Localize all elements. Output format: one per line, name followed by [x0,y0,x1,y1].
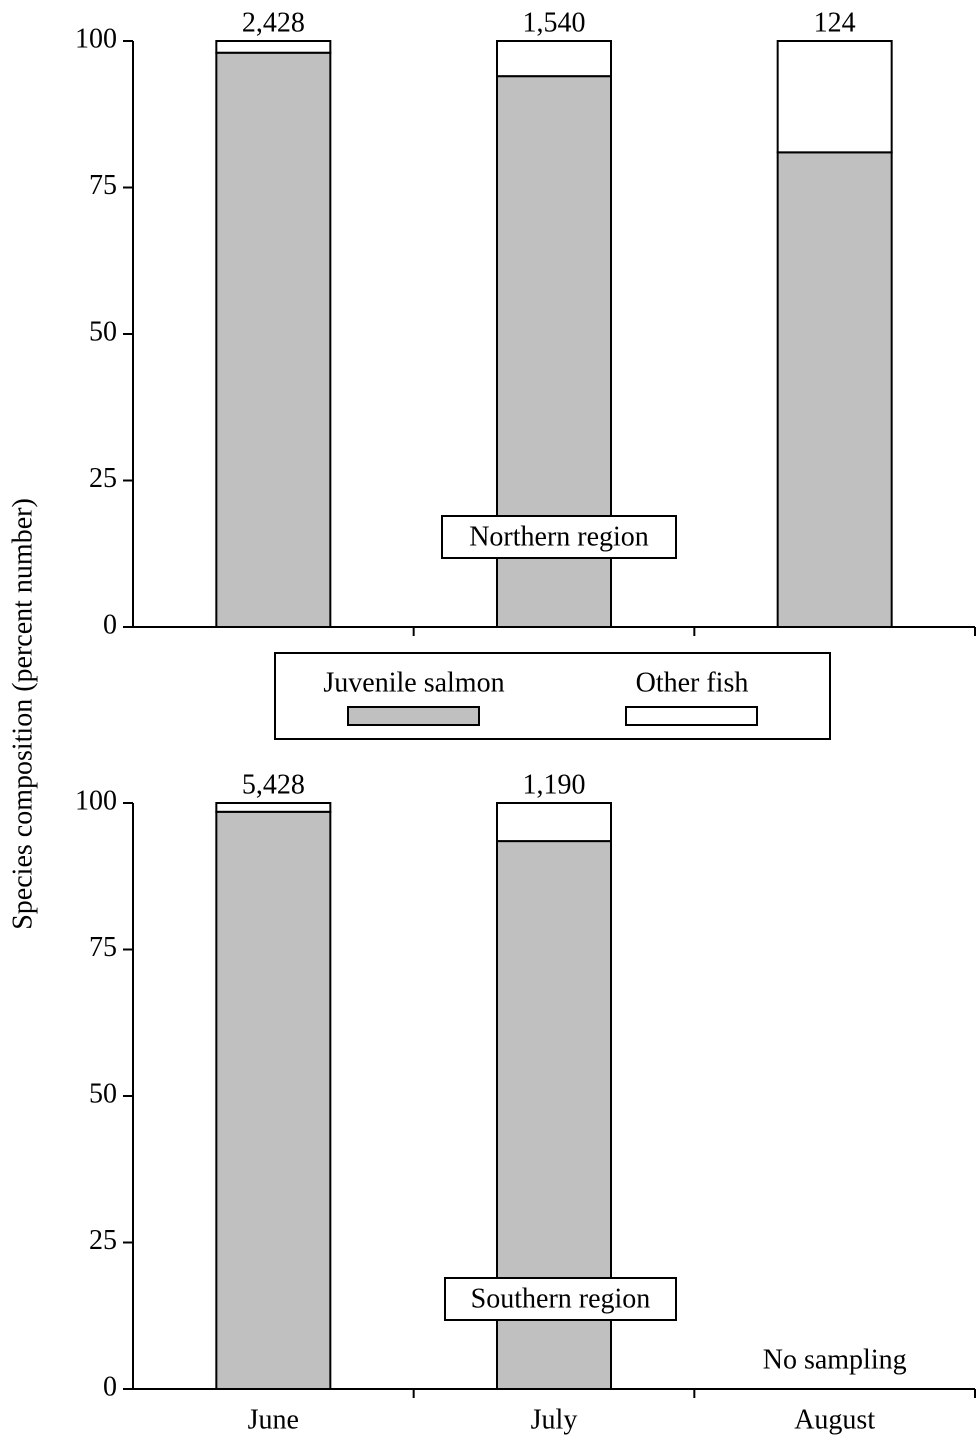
total-label: 124 [814,7,856,38]
region-label: Southern region [471,1283,651,1314]
bar-segment [776,40,893,154]
y-tick-label: 75 [89,170,117,201]
total-label: 2,428 [242,7,305,38]
legend-swatch [347,706,480,726]
legend-label: Other fish [636,667,749,698]
bar-segment [496,40,612,78]
bar-segment [496,802,612,843]
region-box [441,515,677,559]
y-tick-label: 100 [75,23,117,54]
total-label: 1,190 [523,769,586,800]
y-tick-label: 25 [89,1225,117,1256]
legend-label: Juvenile salmon [323,667,504,698]
y-axis-label: Species composition (percent number) [7,498,38,930]
bar-segment [215,810,332,1390]
total-label: 1,540 [523,7,586,38]
x-tick-label: August [794,1404,875,1435]
region-box [444,1277,677,1321]
y-tick-label: 0 [103,609,117,640]
bar-segment [215,51,332,629]
bar-segment [776,151,893,628]
y-tick-label: 50 [89,1078,117,1109]
y-tick-label: 50 [89,316,117,347]
region-label: Northern region [469,521,649,552]
y-tick-label: 0 [103,1371,117,1402]
note: No sampling [763,1344,907,1375]
bar-segment [215,802,332,813]
total-label: 5,428 [242,769,305,800]
x-tick-label: July [531,1404,578,1435]
legend-swatch [625,706,758,726]
bar-segment [215,40,332,54]
y-tick-label: 100 [75,785,117,816]
y-tick-label: 75 [89,932,117,963]
x-tick-label: June [248,1404,299,1435]
y-tick-label: 25 [89,463,117,494]
